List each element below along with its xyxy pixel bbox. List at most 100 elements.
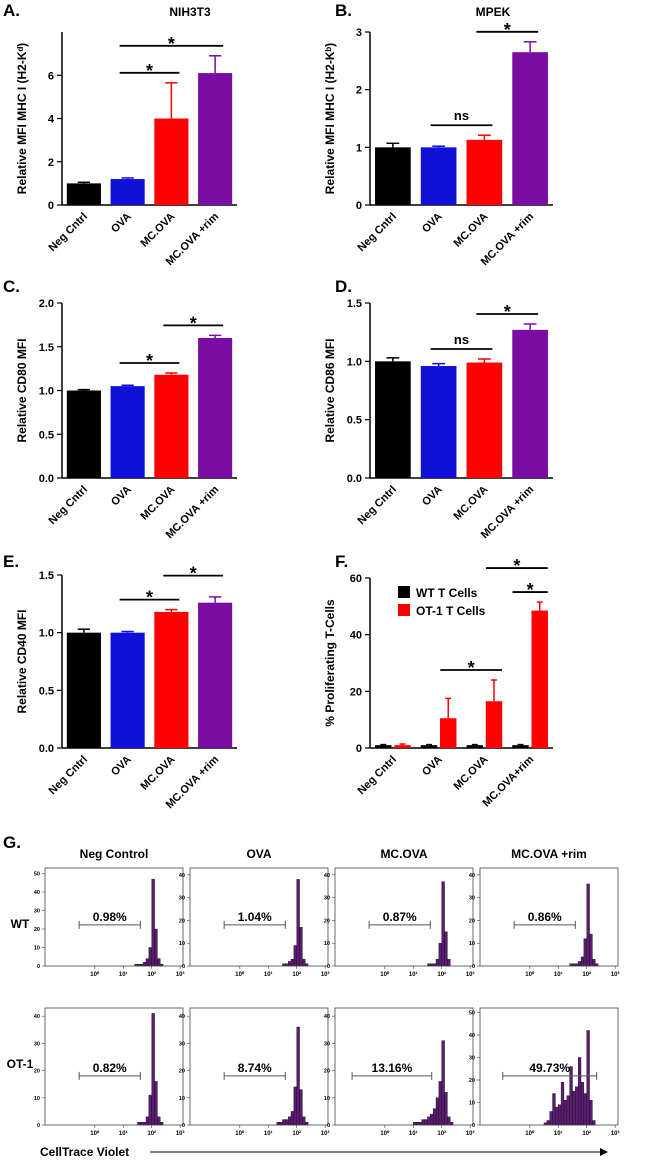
panel-label: A. (3, 1, 20, 20)
x-tick-label: 10³ (611, 1130, 620, 1137)
plot-frame (44, 867, 184, 967)
significance-label: * (504, 20, 511, 40)
x-tick-label: OVA (109, 211, 134, 236)
histogram-bar (279, 1122, 283, 1126)
arrow-head (600, 1148, 608, 1156)
x-tick-label: 10³ (466, 971, 475, 978)
histogram-bar (282, 1119, 286, 1126)
y-tick-label: 0 (327, 1123, 330, 1129)
bar (466, 745, 484, 748)
y-axis-label: Relative CD40 MFI (15, 609, 29, 713)
histogram-bar (290, 1111, 295, 1126)
histogram-bar (302, 958, 306, 967)
x-tick-label: 10² (582, 1130, 591, 1137)
y-tick-label: 2 (356, 85, 362, 97)
y-tick-label: 0 (182, 964, 185, 970)
x-tick-label: 10⁰ (90, 1130, 100, 1137)
panel-label: D. (335, 277, 352, 296)
bar (66, 390, 101, 478)
x-tick-label: Neg Cntrl (356, 484, 399, 527)
histogram-bar (563, 1100, 567, 1126)
y-tick-label: 0.0 (347, 473, 362, 485)
x-tick-label: 10³ (611, 971, 620, 978)
chart-title: MPEK (476, 5, 511, 19)
x-tick-label: 10³ (176, 971, 185, 978)
x-tick-label: 10³ (176, 1130, 185, 1137)
bar (485, 701, 503, 748)
y-tick-label: 0.0 (39, 743, 54, 755)
gate-label: 1.04% (238, 910, 272, 924)
x-tick-label: MC.OVA (138, 484, 177, 523)
x-tick-label: OVA (109, 484, 134, 509)
x-tick-label: 10² (292, 971, 301, 978)
panel-label: E. (3, 552, 19, 571)
histogram-bar (592, 1120, 596, 1126)
histogram-bar (589, 933, 593, 967)
histogram-bar (418, 1122, 422, 1126)
y-tick-label: 10 (469, 941, 475, 947)
y-tick-label: 40 (324, 1014, 330, 1020)
y-tick-label: 30 (324, 896, 330, 902)
column-title: MC.OVA (380, 847, 427, 861)
x-tick-label: MC.OVA (451, 754, 490, 793)
histogram-bar (148, 947, 152, 967)
x-tick-label: 10¹ (409, 971, 418, 978)
bar (420, 745, 438, 748)
plot-frame (189, 867, 329, 967)
histogram-bar (140, 1122, 144, 1126)
y-tick-label: 0 (37, 964, 40, 970)
y-tick-label: 10 (179, 1096, 185, 1102)
histogram-bar (142, 962, 147, 967)
histogram-bar (441, 1040, 445, 1126)
x-tick-label: OVA (420, 484, 445, 509)
y-tick-label: 4 (48, 114, 55, 126)
histogram-bar (293, 1086, 297, 1126)
histogram-bar (592, 958, 596, 967)
significance-label: * (504, 302, 511, 322)
gate-label: 0.82% (93, 1061, 127, 1075)
histogram-bar (569, 1066, 573, 1126)
bar (512, 745, 529, 748)
panel-label: G. (3, 833, 21, 852)
y-tick-label: 40 (179, 1014, 185, 1020)
y-tick-label: 30 (179, 896, 185, 902)
y-tick-label: 20 (324, 918, 330, 924)
histogram-bar (444, 1092, 448, 1126)
legend-swatch (398, 604, 410, 616)
y-tick-label: 6 (48, 70, 54, 82)
x-tick-label: 10⁰ (235, 971, 245, 978)
y-tick-label: 30 (469, 1056, 475, 1062)
x-tick-label: 10² (582, 971, 591, 978)
x-tick-label: Neg Cntrl (356, 754, 399, 797)
bar (66, 183, 101, 205)
significance-label: * (513, 556, 520, 576)
y-tick-label: 10 (179, 941, 185, 947)
bar (110, 632, 145, 748)
histogram-bar (566, 1095, 570, 1126)
y-tick-label: 20 (469, 1078, 475, 1084)
y-tick-label: 0.5 (39, 429, 54, 441)
histogram-bar (441, 881, 445, 967)
histogram-bar (154, 1081, 158, 1126)
histogram-bar (586, 883, 590, 967)
y-tick-label: 30 (469, 896, 475, 902)
y-tick-label: 1.5 (347, 298, 362, 310)
gate-label: 49.73% (529, 1061, 570, 1075)
y-tick-label: 1.0 (39, 628, 54, 640)
y-tick-label: 20 (469, 918, 475, 924)
y-tick-label: 0 (48, 200, 54, 212)
y-tick-label: 10 (469, 1101, 475, 1107)
legend-swatch (398, 586, 410, 598)
histogram-bar (589, 1100, 593, 1126)
y-tick-label: 0 (472, 964, 475, 970)
bar (531, 610, 548, 748)
y-tick-label: 1 (356, 142, 362, 154)
bar (154, 118, 189, 205)
histogram-bar (447, 1116, 451, 1126)
y-tick-label: 2.0 (39, 298, 54, 310)
y-tick-label: 50 (469, 1011, 475, 1017)
y-tick-label: 0 (356, 200, 362, 212)
plot-frame (334, 867, 474, 967)
column-title: MC.OVA +rim (511, 847, 587, 861)
